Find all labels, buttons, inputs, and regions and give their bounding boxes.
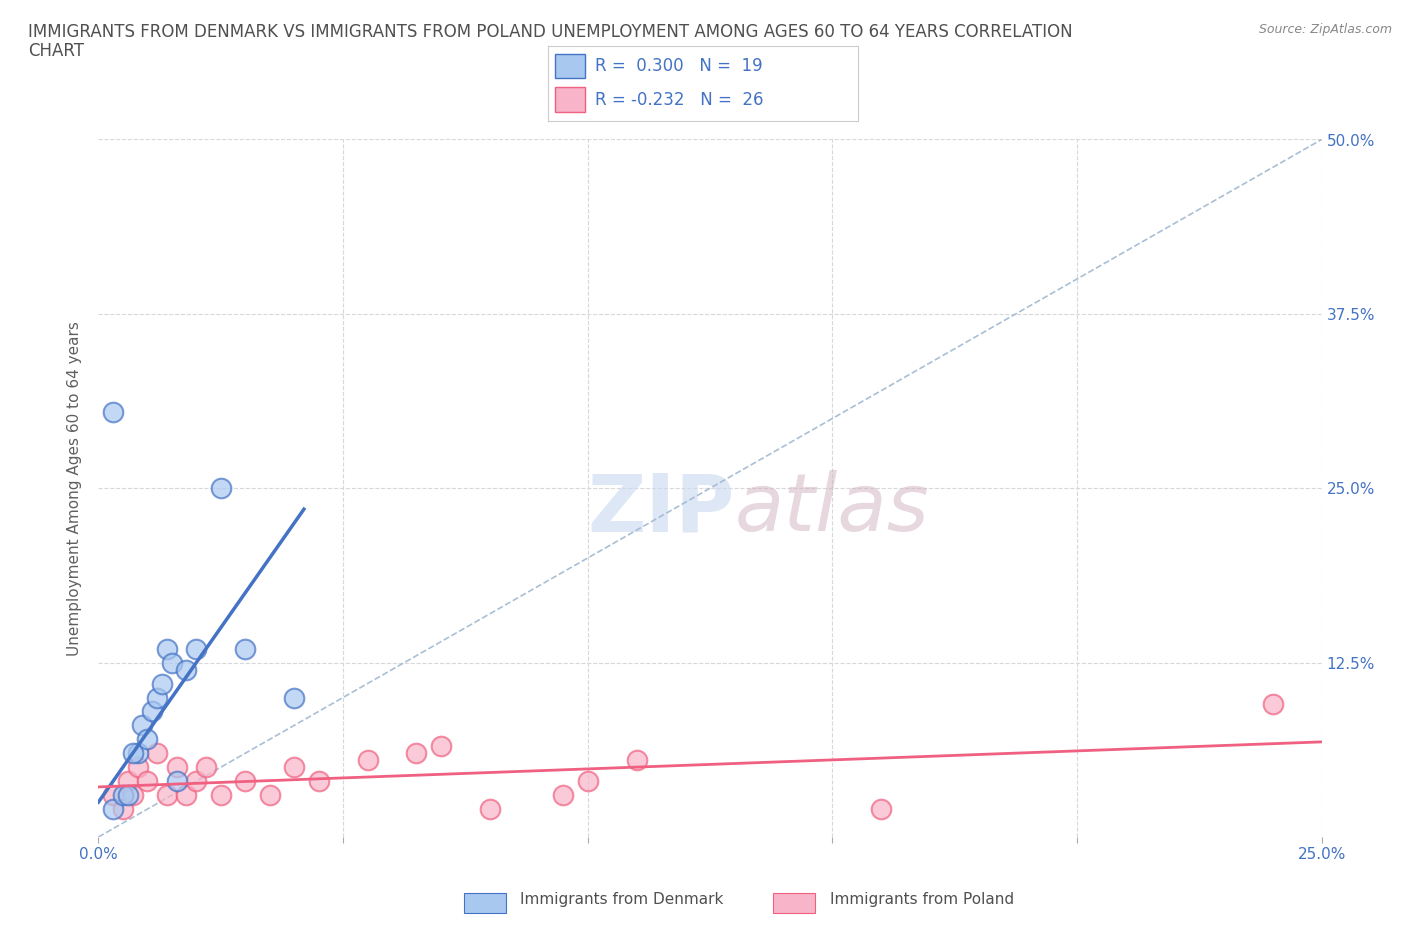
Text: Source: ZipAtlas.com: Source: ZipAtlas.com (1258, 23, 1392, 36)
Point (117, 774, 139, 789)
Point (156, 788, 179, 803)
Text: Immigrants from Denmark: Immigrants from Denmark (520, 892, 724, 907)
Text: atlas: atlas (734, 471, 929, 548)
Point (136, 732, 159, 747)
Point (259, 788, 281, 803)
Point (176, 662, 198, 677)
Point (131, 718, 153, 733)
Point (209, 788, 232, 803)
Point (209, 481, 232, 496)
Point (156, 642, 179, 657)
Point (117, 788, 139, 803)
Point (478, 802, 501, 817)
Point (166, 774, 188, 789)
Point (576, 774, 599, 789)
Text: ZIP: ZIP (588, 471, 734, 548)
Point (146, 690, 169, 705)
Point (101, 788, 124, 803)
Text: CHART: CHART (28, 42, 84, 60)
Point (405, 746, 427, 761)
Point (150, 676, 173, 691)
Point (870, 802, 893, 817)
Text: Immigrants from Poland: Immigrants from Poland (830, 892, 1014, 907)
Point (127, 760, 149, 775)
Point (136, 774, 159, 789)
Point (166, 760, 188, 775)
Point (101, 802, 124, 817)
Y-axis label: Unemployment Among Ages 60 to 64 years: Unemployment Among Ages 60 to 64 years (67, 321, 83, 656)
Point (283, 690, 305, 705)
Point (101, 404, 124, 418)
Point (1261, 698, 1284, 712)
Text: IMMIGRANTS FROM DENMARK VS IMMIGRANTS FROM POLAND UNEMPLOYMENT AMONG AGES 60 TO : IMMIGRANTS FROM DENMARK VS IMMIGRANTS FR… (28, 23, 1073, 41)
Point (553, 788, 575, 803)
Point (195, 760, 218, 775)
Point (283, 760, 305, 775)
Point (430, 738, 453, 753)
Point (121, 746, 143, 761)
Bar (554, 87, 585, 112)
Point (176, 788, 198, 803)
Bar (554, 54, 585, 78)
Point (121, 788, 143, 803)
Text: R =  0.300   N =  19: R = 0.300 N = 19 (595, 58, 762, 75)
Point (186, 774, 208, 789)
Point (160, 656, 183, 671)
Point (626, 753, 648, 768)
Point (146, 746, 169, 761)
Point (233, 642, 256, 657)
Text: R = -0.232   N =  26: R = -0.232 N = 26 (595, 91, 763, 109)
Point (141, 704, 163, 719)
Point (111, 788, 134, 803)
Point (111, 802, 134, 817)
Point (233, 774, 256, 789)
Point (308, 774, 330, 789)
Point (356, 753, 378, 768)
Point (186, 642, 208, 657)
Point (127, 746, 149, 761)
